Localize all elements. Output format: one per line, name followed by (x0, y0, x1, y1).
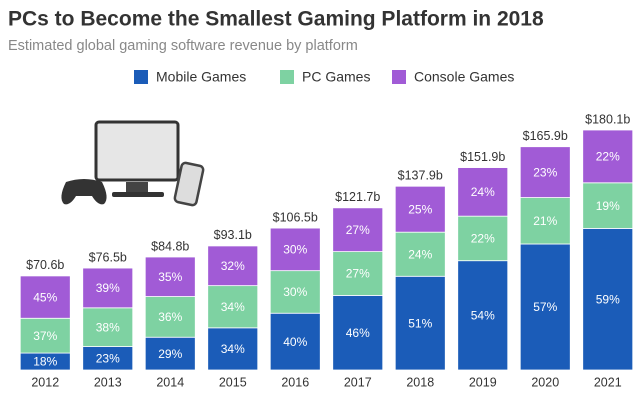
monitor (94, 120, 180, 182)
segment-label: 59% (596, 292, 620, 306)
segment-label: 36% (158, 310, 182, 324)
segment-label: 46% (346, 326, 370, 340)
segment-label: 37% (33, 329, 57, 343)
segment-label: 29% (158, 347, 182, 361)
segment-label: 19% (596, 199, 620, 213)
bar-segment (519, 243, 571, 371)
bar-segment (394, 231, 446, 277)
bar-segment (332, 207, 384, 253)
total-label: $106.5b (273, 210, 318, 224)
total-label: $93.1b (214, 228, 252, 242)
monitor-base (112, 192, 164, 197)
x-tick-label: 2019 (469, 375, 497, 389)
segment-label: 34% (221, 300, 245, 314)
total-label: $137.9b (398, 169, 443, 183)
legend-swatch (134, 70, 148, 84)
total-label: $76.5b (89, 250, 127, 264)
segment-label: 27% (346, 223, 370, 237)
bar-segment (82, 267, 134, 309)
bar-segment (19, 317, 71, 354)
legend-label: Mobile Games (156, 69, 246, 85)
bar-segment (457, 167, 509, 217)
x-tick-label: 2013 (94, 375, 122, 389)
bar-segment (269, 227, 321, 272)
legend-label: PC Games (302, 69, 370, 85)
segment-label: 51% (408, 316, 432, 330)
x-tick-label: 2021 (594, 375, 622, 389)
segment-label: 23% (96, 351, 120, 365)
bar-segment (519, 197, 571, 245)
bar-segment (144, 256, 196, 297)
bar-segment (207, 285, 259, 329)
segment-label: 27% (346, 267, 370, 281)
total-label: $165.9b (523, 129, 568, 143)
total-label: $84.8b (151, 239, 189, 253)
segment-label: 38% (96, 320, 120, 334)
chart-title: PCs to Become the Smallest Gaming Platfo… (8, 8, 544, 31)
bar-segment (582, 182, 634, 229)
bar-segment (457, 215, 509, 262)
bar-segment (207, 245, 259, 287)
total-label: $180.1b (585, 112, 630, 126)
legend-swatch (392, 70, 406, 84)
x-tick-label: 2018 (406, 375, 434, 389)
bar-segment (394, 185, 446, 233)
segment-label: 40% (283, 335, 307, 349)
phone (173, 161, 205, 207)
bar-segment (582, 227, 634, 371)
segment-label: 57% (533, 300, 557, 314)
bar-segment (457, 260, 509, 371)
segment-label: 22% (471, 232, 495, 246)
illustration (61, 120, 205, 207)
chart-subtitle: Estimated global gaming software revenue… (8, 38, 358, 54)
segment-label: 21% (533, 214, 557, 228)
x-tick-label: 2012 (31, 375, 59, 389)
segment-label: 30% (283, 285, 307, 299)
segment-label: 35% (158, 270, 182, 284)
gamepad (61, 179, 107, 205)
total-label: $70.6b (26, 258, 64, 272)
x-tick-label: 2016 (281, 375, 309, 389)
x-tick-label: 2020 (531, 375, 559, 389)
segment-label: 54% (471, 309, 495, 323)
segment-label: 22% (596, 150, 620, 164)
bar-segment (519, 146, 571, 198)
segment-label: 32% (221, 259, 245, 273)
monitor-stand (126, 182, 148, 192)
segment-label: 34% (221, 342, 245, 356)
bar-segment (269, 270, 321, 314)
bar-segment (207, 327, 259, 371)
segment-label: 24% (471, 185, 495, 199)
legend-label: Console Games (414, 69, 514, 85)
segment-label: 30% (283, 243, 307, 257)
segment-label: 18% (33, 355, 57, 369)
legend: Mobile Games PC Games Console Games (134, 69, 514, 85)
x-tick-label: 2015 (219, 375, 247, 389)
x-tick-label: 2014 (156, 375, 184, 389)
bar-segment (332, 251, 384, 296)
bar-segment (144, 296, 196, 338)
bar-segment (19, 275, 71, 319)
bar-segment (394, 275, 446, 371)
legend-swatch (280, 70, 294, 84)
total-label: $151.9b (460, 150, 505, 164)
segment-label: 39% (96, 281, 120, 295)
x-tick-label: 2017 (344, 375, 372, 389)
segment-label: 24% (408, 247, 432, 261)
segment-label: 23% (533, 165, 557, 179)
total-label: $121.7b (335, 190, 380, 204)
segment-label: 45% (33, 290, 57, 304)
segment-label: 25% (408, 202, 432, 216)
bar-segment (582, 129, 634, 184)
bar-segment (332, 294, 384, 371)
